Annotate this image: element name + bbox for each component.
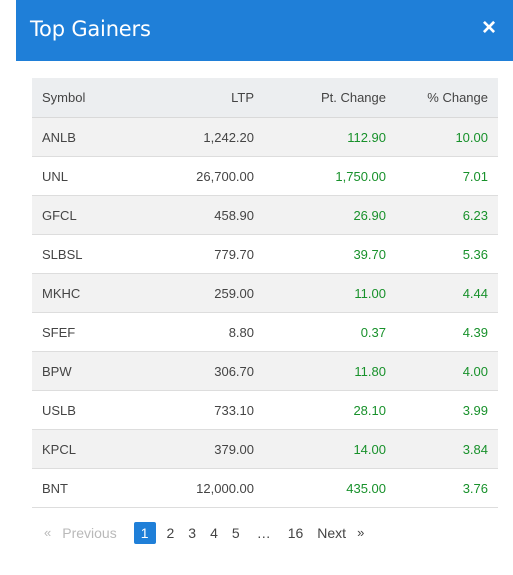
next-button[interactable]: Next [317,525,347,541]
header-ltp[interactable]: LTP [152,78,264,118]
row-pt-change: 11.80 [264,351,396,391]
header-pt-change[interactable]: Pt. Change [264,78,396,118]
table-row: BPW 306.70 11.80 4.00 [32,351,498,391]
modal-header: Top Gainers × [16,0,513,61]
row-symbol[interactable]: SFEF [32,312,152,352]
row-pct-change: 4.44 [396,273,498,313]
close-icon[interactable]: × [481,14,496,41]
page-5-button[interactable]: 5 [231,525,240,541]
row-symbol[interactable]: USLB [32,390,152,430]
next-arrow-icon[interactable]: » [357,525,365,540]
row-ltp: 12,000.00 [152,468,264,508]
table-row: GFCL 458.90 26.90 6.23 [32,195,498,235]
page-16-button[interactable]: 16 [287,525,304,541]
row-pt-change: 0.37 [264,312,396,352]
prev-arrow-icon: « [44,525,52,540]
row-pct-change: 7.01 [396,156,498,196]
row-symbol[interactable]: BPW [32,351,152,391]
table-header-row: Symbol LTP Pt. Change % Change [32,78,498,118]
row-pt-change: 435.00 [264,468,396,508]
page-1-button[interactable]: 1 [133,522,156,544]
table-row: SLBSL 779.70 39.70 5.36 [32,234,498,274]
row-ltp: 379.00 [152,429,264,469]
header-pct-change[interactable]: % Change [396,78,498,118]
table-row: ANLB 1,242.20 112.90 10.00 [32,117,498,157]
top-gainers-table: Symbol LTP Pt. Change % Change ANLB 1,24… [32,78,498,508]
row-pct-change: 4.39 [396,312,498,352]
row-symbol[interactable]: SLBSL [32,234,152,274]
table-row: SFEF 8.80 0.37 4.39 [32,312,498,352]
row-pt-change: 28.10 [264,390,396,430]
row-symbol[interactable]: BNT [32,468,152,508]
row-pt-change: 1,750.00 [264,156,396,196]
row-pct-change: 5.36 [396,234,498,274]
page-2-button[interactable]: 2 [166,525,175,541]
row-symbol[interactable]: UNL [32,156,152,196]
row-ltp: 259.00 [152,273,264,313]
table-row: USLB 733.10 28.10 3.99 [32,390,498,430]
row-ltp: 8.80 [152,312,264,352]
row-pct-change: 3.84 [396,429,498,469]
row-symbol[interactable]: GFCL [32,195,152,235]
row-pt-change: 39.70 [264,234,396,274]
table-row: MKHC 259.00 11.00 4.44 [32,273,498,313]
row-pct-change: 3.99 [396,390,498,430]
previous-button: Previous [62,525,117,541]
row-ltp: 458.90 [152,195,264,235]
row-pct-change: 6.23 [396,195,498,235]
row-ltp: 779.70 [152,234,264,274]
row-ltp: 26,700.00 [152,156,264,196]
row-symbol[interactable]: ANLB [32,117,152,157]
row-ltp: 1,242.20 [152,117,264,157]
row-ltp: 733.10 [152,390,264,430]
row-pct-change: 10.00 [396,117,498,157]
modal-title: Top Gainers [30,17,151,41]
row-symbol[interactable]: MKHC [32,273,152,313]
table-row: BNT 12,000.00 435.00 3.76 [32,468,498,508]
row-ltp: 306.70 [152,351,264,391]
pagination: « Previous 1 2 3 4 5 … 16 Next » [40,521,368,545]
page-3-button[interactable]: 3 [188,525,197,541]
row-pt-change: 14.00 [264,429,396,469]
row-symbol[interactable]: KPCL [32,429,152,469]
row-pt-change: 26.90 [264,195,396,235]
row-pct-change: 4.00 [396,351,498,391]
row-pt-change: 112.90 [264,117,396,157]
page-4-button[interactable]: 4 [210,525,218,541]
row-pct-change: 3.76 [396,468,498,508]
table-row: UNL 26,700.00 1,750.00 7.01 [32,156,498,196]
pagination-ellipsis: … [256,525,271,541]
table-row: KPCL 379.00 14.00 3.84 [32,429,498,469]
header-symbol[interactable]: Symbol [32,78,152,118]
row-pt-change: 11.00 [264,273,396,313]
